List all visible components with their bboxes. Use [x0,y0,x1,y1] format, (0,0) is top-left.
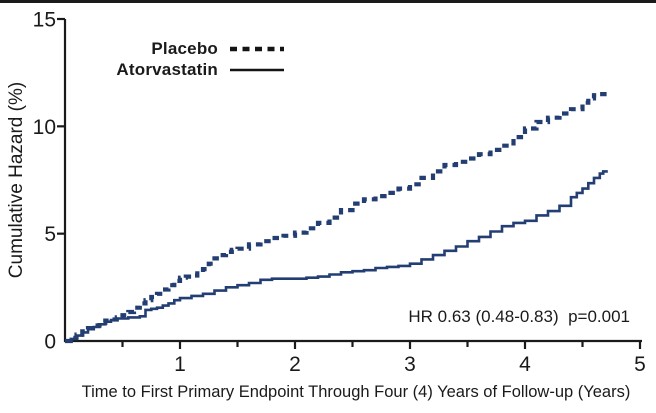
hazard-ratio-annotation: HR 0.63 (0.48-0.83) p=0.001 [408,307,630,326]
series-placebo-curve [65,92,608,344]
atorvastatin-solid-line-marker [230,68,284,71]
x-tick-label: 2 [289,353,301,376]
x-tick-label: 1 [174,353,186,376]
y-axis-title: Cumulative Hazard (%) [6,81,27,279]
legend-label-atorvastatin: Atorvastatin [116,59,218,79]
x-tick-label: 4 [519,353,531,376]
legend-item-placebo: Placebo [88,38,287,59]
y-tick-label: 10 [33,116,56,139]
top-border [0,0,656,3]
x-tick-label: 3 [404,353,416,376]
y-tick-label: 15 [33,9,56,32]
placebo-dashed-line-marker [230,46,284,51]
legend: Placebo Atorvastatin [88,38,287,80]
legend-label-placebo: Placebo [151,38,218,58]
x-tick-label: 5 [634,353,646,376]
series-atorvastatin-curve [65,170,608,343]
legend-item-atorvastatin: Atorvastatin [88,59,287,80]
y-tick-label: 5 [44,223,56,246]
y-tick-label: 0 [44,331,56,354]
x-axis-title: Time to First Primary Endpoint Through F… [81,383,631,401]
